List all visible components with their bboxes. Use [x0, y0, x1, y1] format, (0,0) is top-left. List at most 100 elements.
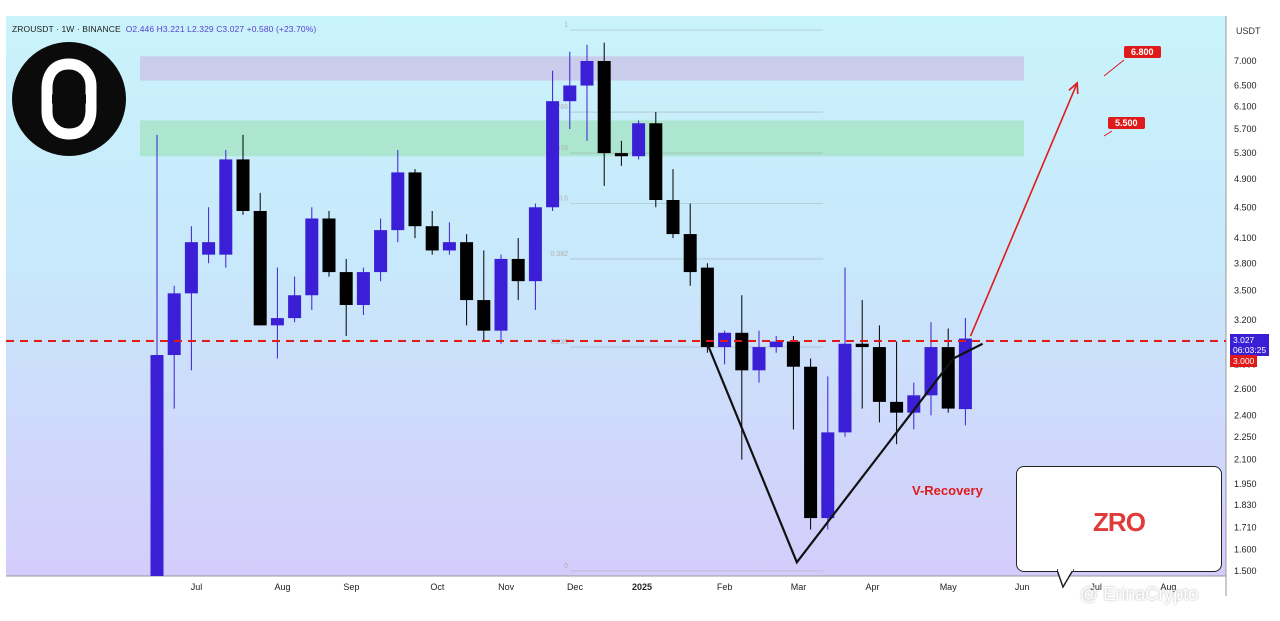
overlays: [6, 59, 1226, 565]
candle-body: [408, 172, 422, 227]
price-tick-label: 2.250: [1234, 432, 1257, 442]
time-tick-label: Dec: [567, 582, 584, 592]
time-tick-label: Mar: [791, 582, 807, 592]
candle-body: [649, 123, 663, 201]
current-price-box: 3.027 06:03:25: [1230, 334, 1270, 356]
candle-body: [356, 272, 370, 305]
callout-tail: [1057, 567, 1075, 589]
candle-body: [391, 172, 405, 231]
price-tick-label: 4.100: [1234, 233, 1257, 243]
time-tick-label: Apr: [866, 582, 880, 592]
time-axis-background: [6, 576, 1274, 596]
time-tick-label: Aug: [1160, 582, 1176, 592]
price-tick-label: 7.000: [1234, 56, 1257, 66]
zro-logo-icon: [12, 42, 126, 156]
candle-body: [958, 338, 972, 410]
price-tick-label: 4.900: [1234, 174, 1257, 184]
price-tick-label: 1.600: [1234, 545, 1257, 555]
time-axis: Jul Aug Sep Oct Nov Dec 2025 Feb Mar Apr May Jun Jul…: [191, 582, 1177, 592]
time-tick-label: Feb: [717, 582, 733, 592]
price-axis: 1.500 1.600 1.710 1.830 1.950 2.100 2.250 2.400…: [1234, 56, 1257, 576]
price-tick-label: 1.830: [1234, 500, 1257, 510]
candle-body: [150, 355, 164, 576]
candle-body: [184, 242, 198, 294]
symbol-header: ZROUSDT · 1W · BINANCE O2.446 H3.221 L2.…: [12, 24, 316, 34]
candle-body: [614, 153, 628, 157]
fib-label: 0.786: [550, 104, 568, 111]
candle-body: [167, 293, 181, 356]
callout-box: ZRO: [1016, 466, 1222, 589]
candle-body: [253, 210, 267, 326]
price-tick-label: 2.100: [1234, 455, 1257, 465]
candle-body: [855, 343, 869, 348]
price-tick-label: 2.600: [1234, 384, 1257, 394]
candle-body: [442, 242, 456, 251]
price-tick-label: 4.500: [1234, 202, 1257, 212]
candle-body: [683, 234, 697, 273]
ohlc-readout: O2.446 H3.221 L2.329 C3.027 +0.580 (+23.…: [125, 24, 317, 34]
time-tick-label: May: [940, 582, 958, 592]
fib-label: 0.618: [550, 145, 568, 152]
price-tick-label: 1.710: [1234, 523, 1257, 533]
candles: [150, 42, 972, 576]
candle-body: [821, 432, 835, 519]
candle-body: [322, 218, 336, 273]
price-tick-label: 3.500: [1234, 285, 1257, 295]
candle-countdown: 06:03:25: [1233, 345, 1267, 355]
price-tick-label: 5.300: [1234, 148, 1257, 158]
candle-body: [528, 207, 542, 282]
candle-body: [511, 258, 525, 282]
v-recovery-label: V-Recovery: [912, 483, 983, 498]
zone-lower: [140, 120, 1024, 157]
candle-body: [718, 332, 732, 348]
candle-body: [666, 200, 680, 235]
candle-body: [202, 242, 216, 255]
badge-leader-high: [1103, 59, 1125, 77]
candle-body: [374, 230, 388, 273]
price-tick-label: 1.500: [1234, 566, 1257, 576]
v-pattern-extension: [952, 342, 984, 360]
candle-body: [700, 267, 714, 348]
target-badge-mid: 5.500: [1108, 117, 1145, 129]
time-tick-label: Jun: [1015, 582, 1030, 592]
candle-body: [632, 123, 646, 157]
symbol-label: ZROUSDT · 1W · BINANCE: [12, 24, 121, 34]
fib-label: 0.236: [550, 339, 568, 346]
target-arrow-line: [969, 82, 1078, 337]
candle-body: [580, 61, 594, 86]
candle-body: [477, 300, 491, 331]
candle-body: [769, 341, 783, 348]
candle-body: [804, 366, 818, 519]
candle-body: [546, 101, 560, 208]
candle-body: [339, 272, 353, 305]
candle-body: [305, 218, 319, 296]
candle-body: [890, 401, 904, 413]
fib-label: 0.382: [550, 251, 568, 258]
price-tick-label: 3.800: [1234, 258, 1257, 268]
fib-label: 1: [564, 22, 568, 29]
price-tick-label: 2.400: [1234, 410, 1257, 420]
time-tick-label: Sep: [343, 582, 359, 592]
candle-body: [270, 318, 284, 326]
target-badge-high: 6.800: [1124, 46, 1161, 58]
candle-body: [838, 343, 852, 433]
v-pattern-line: [706, 343, 955, 565]
candle-body: [425, 226, 439, 251]
time-tick-label: Jul: [191, 582, 203, 592]
candle-body: [563, 85, 577, 102]
price-tick-label: 3.200: [1234, 315, 1257, 325]
price-tick-label: 6.500: [1234, 81, 1257, 91]
candle-body: [219, 159, 233, 255]
candle-body: [597, 61, 611, 154]
level-price: 3.000: [1233, 356, 1255, 366]
time-tick-label: Jul: [1090, 582, 1102, 592]
level-price-box: 3.000: [1230, 355, 1258, 367]
price-axis-background: [1226, 16, 1274, 576]
time-tick-label: Nov: [498, 582, 515, 592]
callout-text: ZRO: [1093, 507, 1146, 537]
candle-body: [941, 347, 955, 409]
time-tick-label: Aug: [275, 582, 291, 592]
time-tick-label: Oct: [430, 582, 445, 592]
candle-body: [460, 242, 474, 301]
